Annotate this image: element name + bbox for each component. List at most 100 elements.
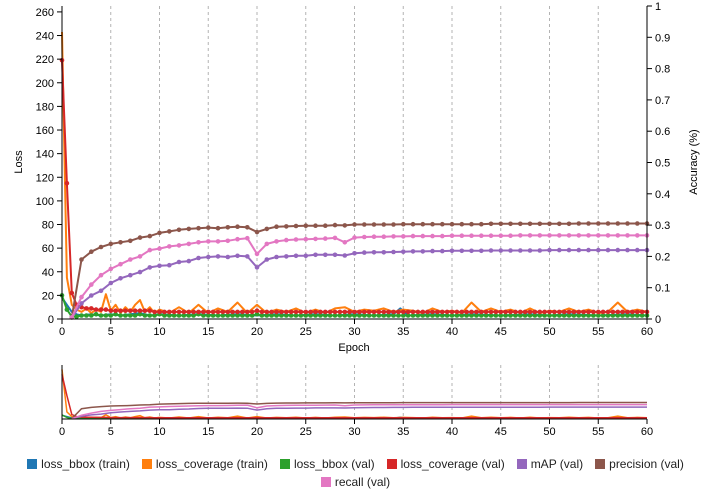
series-point-precision-val bbox=[108, 241, 114, 247]
legend-item-loss-bbox-train[interactable]: loss_bbox (train) bbox=[27, 455, 130, 473]
overview-x-tick-label-10: 10 bbox=[153, 426, 165, 438]
series-point-loss-bbox-val bbox=[493, 313, 499, 318]
series-point-precision-val bbox=[615, 221, 621, 226]
series-point-loss-bbox-val bbox=[327, 313, 333, 318]
series-point-loss-coverage-val bbox=[542, 309, 547, 315]
series-point-loss-bbox-val bbox=[401, 313, 406, 318]
x-tick-label-50: 50 bbox=[543, 326, 555, 338]
series-point-recall-val bbox=[89, 282, 94, 287]
series-point-precision-val bbox=[137, 235, 143, 240]
series-point-recall-val bbox=[235, 236, 240, 242]
series-point-loss-coverage-val bbox=[118, 308, 123, 314]
legend-item-loss-coverage-val[interactable]: loss_coverage (val) bbox=[386, 455, 505, 473]
series-point-recall-val bbox=[459, 233, 465, 238]
overview-chart[interactable]: 0 5 10 15 20 25 30 35 40 45 50 55 60 bbox=[59, 365, 653, 438]
overview-x-tick-label-20: 20 bbox=[251, 426, 263, 438]
series-point-loss-coverage-val bbox=[215, 309, 221, 315]
series-point-loss-bbox-val bbox=[313, 313, 318, 318]
series-point-loss-bbox-val bbox=[113, 312, 118, 317]
series-point-precision-val bbox=[537, 221, 543, 227]
series-point-precision-val bbox=[118, 240, 123, 245]
series-point-loss-bbox-val bbox=[581, 313, 586, 318]
legend-item-precision-val[interactable]: precision (val) bbox=[595, 455, 684, 473]
legend-swatch bbox=[279, 459, 290, 469]
overview-line-loss-coverage-val bbox=[61, 374, 647, 419]
series-point-loss-bbox-val bbox=[615, 313, 621, 318]
legend-swatch bbox=[595, 459, 606, 469]
series-point-loss-bbox-val bbox=[527, 313, 533, 318]
series-point-recall-val bbox=[498, 233, 504, 238]
series-point-loss-bbox-val bbox=[225, 313, 231, 318]
series-point-precision-val bbox=[479, 221, 484, 227]
series-point-loss-coverage-val bbox=[347, 309, 352, 315]
series-point-map-val bbox=[625, 247, 630, 253]
series-point-loss-bbox-val bbox=[132, 313, 138, 318]
series-point-recall-val bbox=[371, 234, 377, 239]
series-point-precision-val bbox=[274, 224, 279, 229]
series-point-loss-bbox-val bbox=[620, 313, 625, 318]
y-right-tick-label-1: 1 bbox=[655, 1, 661, 13]
series-point-loss-bbox-val bbox=[191, 313, 196, 318]
overview-x-tick-label-60: 60 bbox=[641, 426, 653, 438]
series-point-loss-coverage-val bbox=[401, 309, 406, 315]
series-point-loss-coverage-val bbox=[479, 309, 484, 315]
legend-item-loss-bbox-val[interactable]: loss_bbox (val) bbox=[279, 455, 375, 473]
series-point-map-val bbox=[157, 263, 162, 269]
legend-item-loss-coverage-train[interactable]: loss_coverage (train) bbox=[141, 455, 268, 473]
legend-swatch bbox=[320, 477, 331, 487]
series-point-recall-val bbox=[352, 235, 357, 240]
series-point-loss-bbox-val bbox=[557, 313, 562, 318]
series-point-loss-bbox-val bbox=[449, 313, 455, 318]
series-point-recall-val bbox=[186, 241, 192, 247]
legend-label: mAP (val) bbox=[530, 457, 584, 471]
series-point-loss-coverage-val bbox=[483, 309, 489, 315]
x-tick-label-15: 15 bbox=[202, 326, 214, 338]
series-point-precision-val bbox=[508, 221, 513, 227]
series-point-map-val bbox=[488, 248, 494, 253]
series-point-recall-val bbox=[508, 233, 513, 238]
series-point-loss-coverage-val bbox=[537, 309, 543, 315]
series-point-recall-val bbox=[274, 239, 279, 244]
series-map-val bbox=[69, 247, 650, 320]
y-left-tick-label-20: 20 bbox=[42, 290, 54, 302]
overview-x-tick-label-50: 50 bbox=[543, 426, 555, 438]
legend-item-recall-val[interactable]: recall (val) bbox=[320, 473, 390, 491]
series-point-recall-val bbox=[215, 239, 221, 244]
legend-item-map-val[interactable]: mAP (val) bbox=[516, 455, 584, 473]
series-point-loss-coverage-val bbox=[615, 309, 621, 315]
series-line-map-val bbox=[70, 249, 647, 318]
series-point-loss-bbox-val bbox=[635, 313, 640, 318]
series-point-map-val bbox=[118, 276, 123, 281]
series-point-loss-coverage-val bbox=[449, 309, 455, 315]
series-point-loss-coverage-val bbox=[498, 309, 504, 315]
series-point-loss-bbox-val bbox=[337, 313, 343, 318]
series-point-loss-coverage-val bbox=[420, 309, 426, 315]
series-point-precision-val bbox=[410, 221, 416, 227]
series-point-recall-val bbox=[625, 233, 630, 238]
series-point-loss-bbox-val bbox=[596, 313, 601, 318]
x-tick-label-60: 60 bbox=[641, 326, 653, 338]
series-point-loss-bbox-val bbox=[561, 313, 567, 318]
series-point-loss-coverage-val bbox=[396, 309, 401, 315]
series-point-precision-val bbox=[206, 225, 211, 230]
series-point-loss-bbox-val bbox=[542, 313, 547, 318]
x-tick-label-20: 20 bbox=[251, 326, 263, 338]
series-point-map-val bbox=[527, 248, 533, 253]
series-point-precision-val bbox=[332, 222, 338, 228]
series-point-loss-coverage-val bbox=[527, 309, 533, 315]
series-point-map-val bbox=[566, 247, 572, 253]
series-point-recall-val bbox=[586, 233, 591, 238]
series-point-loss-coverage-val bbox=[89, 306, 94, 311]
series-point-precision-val bbox=[89, 249, 94, 254]
series-point-precision-val bbox=[215, 225, 221, 231]
series-point-recall-val bbox=[576, 233, 582, 238]
series-point-loss-coverage-val bbox=[440, 309, 445, 315]
series-point-loss-coverage-val bbox=[518, 309, 523, 315]
series-point-loss-coverage-val bbox=[186, 309, 192, 315]
series-point-loss-coverage-val bbox=[157, 309, 162, 315]
series-point-recall-val bbox=[264, 241, 270, 247]
overview-x-tick-label-25: 25 bbox=[300, 426, 312, 438]
series-point-loss-coverage-val bbox=[288, 309, 294, 315]
series-point-loss-bbox-val bbox=[142, 313, 148, 318]
series-point-loss-bbox-val bbox=[474, 313, 479, 318]
